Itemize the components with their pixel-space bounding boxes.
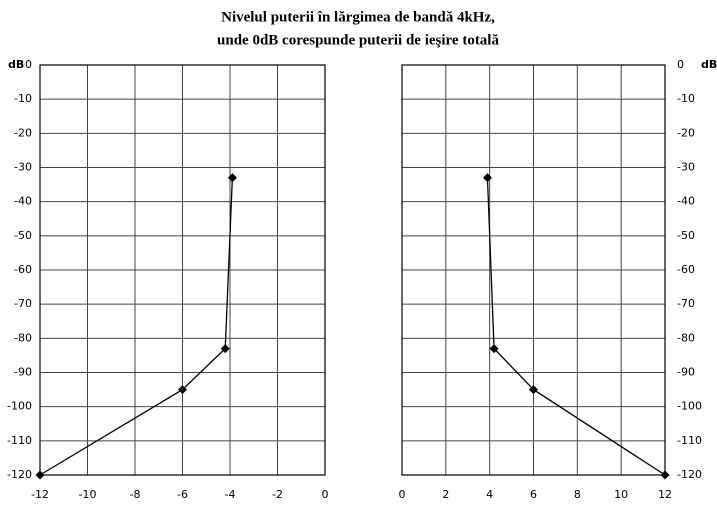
- data-point: [227, 173, 237, 183]
- y-tick-label: -60: [14, 263, 32, 276]
- x-tick-label: -6: [177, 488, 188, 501]
- plot-frame: [39, 64, 326, 476]
- plot-frame: [401, 64, 666, 476]
- y-tick-label: -20: [677, 126, 695, 139]
- y-tick-label: -100: [677, 400, 702, 413]
- y-tick-label: 0: [25, 58, 32, 71]
- x-tick-label: 8: [574, 488, 581, 501]
- y-tick-label: -50: [677, 229, 695, 242]
- x-tick-label: -12: [31, 488, 49, 501]
- data-point: [220, 344, 230, 354]
- x-tick-label: 2: [442, 488, 449, 501]
- chart-title: Nivelul puterii în lărgimea de bandă 4kH…: [221, 9, 495, 25]
- chart-title: unde 0dB corespunde puterii de ieşire to…: [217, 32, 499, 48]
- y-axis-label: dB: [8, 58, 24, 71]
- y-tick-label: -40: [677, 195, 695, 208]
- data-line: [39, 177, 234, 476]
- y-tick-label: -50: [14, 229, 32, 242]
- x-tick-label: 6: [530, 488, 537, 501]
- data-point: [529, 385, 538, 395]
- y-tick-label: 0: [677, 58, 684, 71]
- y-tick-label: -120: [7, 468, 32, 481]
- x-tick-label: -10: [79, 488, 97, 501]
- y-tick-label: -90: [14, 366, 32, 379]
- data-point: [178, 385, 187, 395]
- y-tick-label: -90: [677, 366, 695, 379]
- y-tick-label: -30: [677, 161, 695, 174]
- y-tick-label: -60: [677, 263, 695, 276]
- y-tick-label: -100: [7, 400, 32, 413]
- y-tick-label: -110: [7, 434, 32, 447]
- y-tick-label: -80: [677, 331, 695, 344]
- data-point: [489, 344, 499, 354]
- y-tick-label: -80: [14, 331, 32, 344]
- data-line: [486, 177, 666, 476]
- x-tick-label: 10: [614, 488, 628, 501]
- y-tick-label: -120: [677, 468, 702, 481]
- y-tick-label: -70: [677, 297, 695, 310]
- y-tick-label: -40: [14, 195, 32, 208]
- x-tick-label: 12: [658, 488, 672, 501]
- y-tick-label: -110: [677, 434, 702, 447]
- x-tick-label: -8: [130, 488, 141, 501]
- x-tick-label: -4: [225, 488, 236, 501]
- x-tick-label: -2: [272, 488, 283, 501]
- data-point: [482, 173, 492, 183]
- y-tick-label: -70: [14, 297, 32, 310]
- y-tick-label: -20: [14, 126, 32, 139]
- y-tick-label: -10: [14, 92, 32, 105]
- data-point: [660, 470, 670, 480]
- y-axis-label: dB: [701, 58, 717, 71]
- x-tick-label: 0: [322, 488, 329, 501]
- x-tick-label: 4: [486, 488, 493, 501]
- y-tick-label: -10: [677, 92, 695, 105]
- y-tick-label: -30: [14, 161, 32, 174]
- x-tick-label: 0: [399, 488, 406, 501]
- data-point: [35, 470, 45, 480]
